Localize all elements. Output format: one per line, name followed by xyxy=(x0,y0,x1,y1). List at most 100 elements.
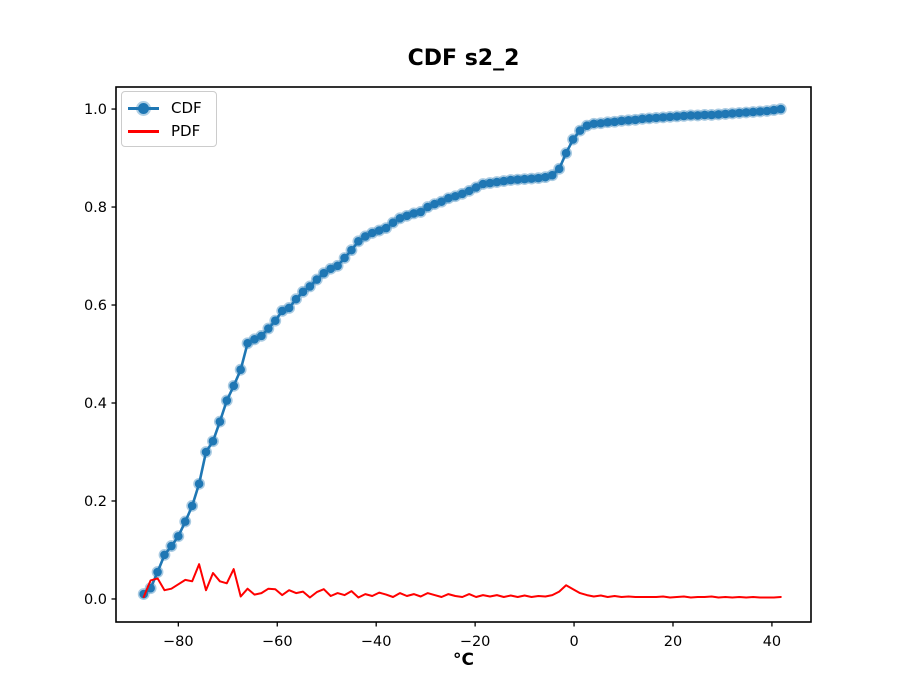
cdf-marker xyxy=(520,174,529,184)
cdf-marker xyxy=(499,176,509,186)
cdf-marker xyxy=(430,199,439,209)
cdf-marker xyxy=(416,207,426,217)
cdf-marker xyxy=(153,567,162,577)
legend-label-cdf: CDF xyxy=(171,99,202,117)
cdf-marker xyxy=(658,113,668,122)
cdf-marker xyxy=(340,253,349,263)
cdf-marker xyxy=(596,118,606,128)
legend-row-cdf: CDF xyxy=(128,97,216,120)
cdf-marker xyxy=(582,121,592,131)
cdf-marker xyxy=(187,501,197,511)
cdf-marker xyxy=(707,110,716,120)
cdf-marker xyxy=(513,175,522,184)
cdf-marker xyxy=(326,264,335,274)
x-tick-label: 40 xyxy=(763,634,781,650)
cdf-marker xyxy=(367,228,377,238)
cdf-marker xyxy=(714,110,723,119)
cdf-marker xyxy=(471,183,481,192)
cdf-marker xyxy=(776,104,786,114)
cdf-marker xyxy=(451,191,460,201)
cdf-marker xyxy=(686,111,696,120)
pdf-legend-marker-icon xyxy=(128,120,159,143)
pdf-line xyxy=(142,563,782,599)
x-tick-label: −60 xyxy=(262,634,293,650)
cdf-marker xyxy=(464,186,474,196)
cdf-marker xyxy=(284,303,294,313)
x-tick-label: −40 xyxy=(361,634,392,650)
cdf-marker xyxy=(264,324,273,333)
cdf-marker xyxy=(603,117,612,127)
cdf-marker xyxy=(638,114,647,124)
y-tick-label: 1.0 xyxy=(84,102,107,118)
y-tick-label: 0.0 xyxy=(84,592,107,608)
cdf-marker xyxy=(312,275,322,284)
cdf-marker xyxy=(298,287,308,297)
cdf-marker xyxy=(381,223,391,233)
cdf-marker xyxy=(478,179,488,189)
cdf-marker xyxy=(319,268,329,278)
x-axis-label: °C xyxy=(453,650,474,670)
y-tick-label: 0.2 xyxy=(84,494,107,510)
cdf-marker xyxy=(617,116,626,126)
cdf-marker xyxy=(347,245,356,255)
cdf-marker xyxy=(527,174,536,183)
cdf-marker xyxy=(457,189,467,199)
cdf-legend-marker-icon xyxy=(128,97,159,120)
cdf-marker xyxy=(624,116,633,125)
cdf-marker xyxy=(679,111,689,121)
cdf-marker xyxy=(541,172,550,182)
cdf-marker xyxy=(762,106,772,116)
cdf-marker xyxy=(534,173,543,183)
cdf-marker xyxy=(257,331,266,341)
cdf-marker xyxy=(554,164,564,174)
cdf-marker xyxy=(229,381,239,391)
cdf-marker xyxy=(215,417,225,426)
legend-label-pdf: PDF xyxy=(171,122,201,140)
cdf-marker xyxy=(700,110,709,120)
cdf-marker xyxy=(194,479,204,489)
x-tick-label: −20 xyxy=(460,634,491,650)
cdf-marker xyxy=(644,114,654,123)
cdf-marker xyxy=(665,112,675,122)
cdf-marker xyxy=(755,107,765,116)
cdf-marker xyxy=(277,306,287,316)
cdf-marker xyxy=(180,517,190,526)
cdf-marker xyxy=(409,209,419,218)
cdf-marker xyxy=(492,177,502,187)
cdf-marker xyxy=(748,107,758,117)
y-tick-label: 0.4 xyxy=(84,396,107,412)
cdf-marker xyxy=(631,115,640,125)
cdf-marker xyxy=(693,111,703,120)
cdf-marker xyxy=(437,197,446,206)
cdf-marker xyxy=(201,447,211,457)
cdf-marker xyxy=(651,113,661,123)
legend-row-pdf: PDF xyxy=(128,120,216,143)
cdf-marker xyxy=(610,117,619,127)
chart-title: CDF s2_2 xyxy=(407,46,520,71)
cdf-marker xyxy=(402,211,412,221)
cdf-marker xyxy=(589,119,599,129)
cdf-marker xyxy=(395,214,405,223)
cdf-marker xyxy=(485,178,495,188)
cdf-marker xyxy=(174,531,183,541)
x-tick-label: −80 xyxy=(163,634,194,650)
cdf-marker xyxy=(734,108,744,118)
cdf-marker xyxy=(270,316,280,325)
cdf-marker xyxy=(547,170,557,180)
cdf-marker xyxy=(250,335,259,344)
cdf-marker xyxy=(291,294,301,304)
cdf-marker xyxy=(721,109,730,119)
axes-frame xyxy=(115,86,812,623)
cdf-marker xyxy=(769,105,779,115)
cdf-marker xyxy=(741,108,751,117)
x-tick-label: 0 xyxy=(569,634,578,650)
cdf-marker xyxy=(444,193,453,203)
cdf-marker xyxy=(222,396,232,405)
cdf-marker xyxy=(561,148,571,158)
cdf-marker xyxy=(388,218,398,228)
cdf-marker xyxy=(167,541,176,551)
cdf-marker xyxy=(160,550,169,560)
cdf-marker xyxy=(243,338,252,348)
